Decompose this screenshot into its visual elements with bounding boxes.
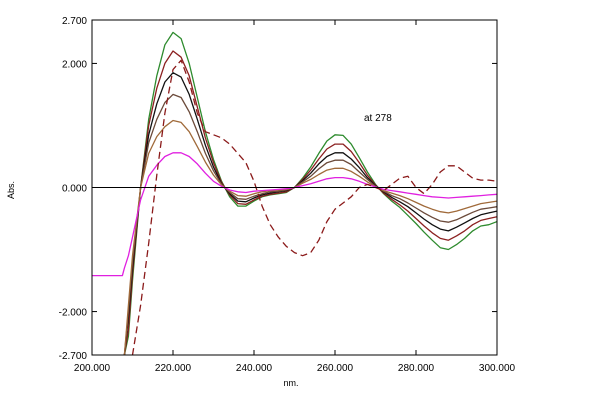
chart-series-group — [92, 31, 497, 355]
spectrum-line-3 — [123, 72, 497, 355]
x-axis-ticks: 200.000 220.000 240.000 260.000 280.000 300.0… — [74, 20, 516, 374]
x-tick-label: 280.000 — [398, 363, 435, 374]
peak-annotation: at 278 — [364, 113, 392, 124]
spectrum-line-5 — [123, 119, 497, 355]
spectrum-line-4 — [123, 93, 497, 355]
spectrum-line-2 — [123, 50, 497, 355]
x-tick-label: 240.000 — [236, 363, 273, 374]
spectrum-line-1 — [123, 31, 497, 355]
x-axis-label: nm. — [283, 378, 298, 388]
spectrum-line-6 — [92, 152, 497, 277]
y-tick-label: 2.000 — [62, 59, 87, 70]
x-tick-label: 220.000 — [155, 363, 192, 374]
y-axis-label: Abs. — [6, 181, 16, 199]
y-tick-label: -2.700 — [59, 351, 88, 362]
y-axis-ticks: 2.700 2.000 0.000 -2.000 -2.700 — [59, 16, 497, 362]
y-tick-label: 2.700 — [62, 16, 87, 27]
y-tick-label: -2.000 — [59, 308, 88, 319]
x-tick-label: 200.000 — [74, 363, 111, 374]
y-tick-label: 0.000 — [62, 184, 87, 195]
x-tick-label: 300.000 — [479, 363, 516, 374]
spectrum-line-7 — [131, 59, 497, 355]
x-tick-label: 260.000 — [317, 363, 354, 374]
